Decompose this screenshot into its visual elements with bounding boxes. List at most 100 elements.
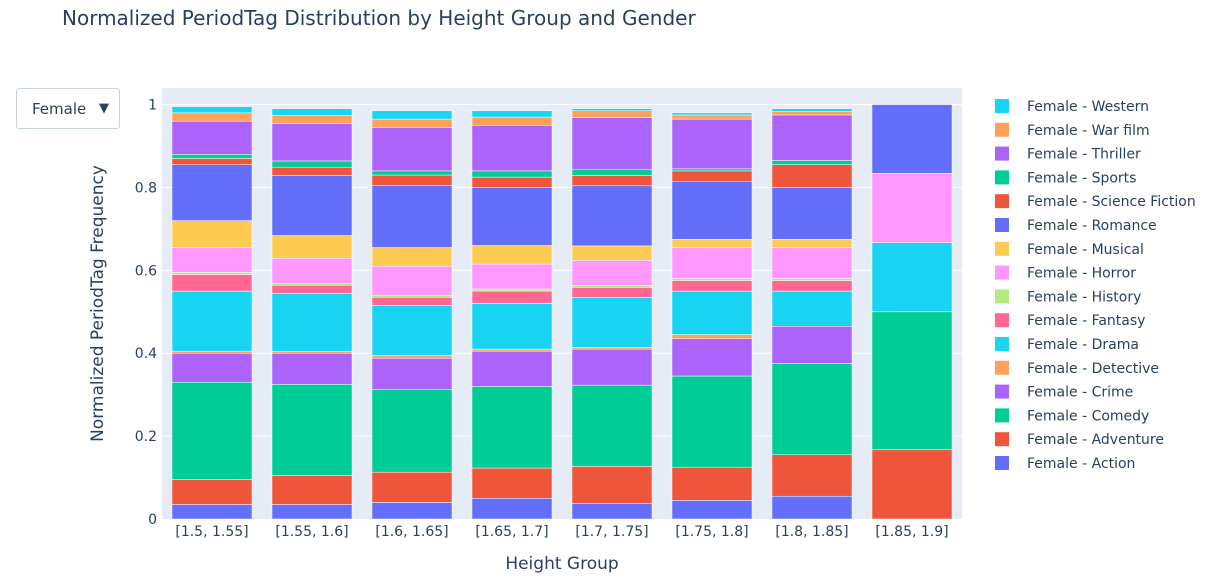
bar-segment: [571, 110, 653, 118]
legend-swatch: [995, 194, 1009, 209]
legend-item[interactable]: Female - Romance: [995, 218, 1157, 234]
legend-item[interactable]: Female - Detective: [995, 360, 1159, 377]
bar-segment: [771, 187, 853, 240]
legend-item[interactable]: Female - Crime: [995, 384, 1133, 401]
bar-segment: [471, 350, 553, 387]
bar-segment: [871, 311, 953, 451]
bar-segment: [671, 500, 753, 520]
legend-label: Female - Science Fiction: [1027, 194, 1196, 210]
bar-segment: [371, 471, 453, 503]
legend-item[interactable]: Female - Action: [995, 456, 1135, 472]
bar-segment: [571, 175, 653, 187]
bar-segment: [471, 110, 553, 118]
bar-segment: [471, 498, 553, 520]
bar-segment: [771, 495, 853, 520]
bar-segment: [871, 104, 953, 174]
bar-segment: [471, 290, 553, 304]
bar-segment: [471, 303, 553, 350]
legend-item[interactable]: Female - History: [995, 289, 1141, 305]
bar-segment: [171, 381, 253, 480]
legend-item[interactable]: Female - Drama: [995, 337, 1139, 353]
legend-item[interactable]: Female - Horror: [995, 265, 1136, 282]
bar-segment: [671, 290, 753, 335]
y-tick-label: 1: [148, 98, 157, 114]
legend-swatch: [995, 122, 1009, 137]
bar-segment: [671, 278, 753, 281]
bar-segment: [371, 305, 453, 356]
legend-swatch: [995, 265, 1009, 280]
bar-segment: [371, 294, 453, 298]
bar-segment: [571, 260, 653, 286]
bar-segment: [771, 290, 853, 327]
legend-item[interactable]: Female - War film: [995, 122, 1150, 139]
bar-segment: [571, 108, 653, 112]
bar-segment: [371, 357, 453, 390]
legend-swatch: [995, 289, 1009, 304]
bar-segment: [171, 164, 253, 221]
bar-segment: [271, 293, 353, 352]
bar-segment: [571, 168, 653, 176]
legend-swatch: [995, 241, 1009, 256]
y-tick-label: 0: [148, 512, 157, 528]
bar-segment: [271, 475, 353, 505]
bar-segment: [471, 170, 553, 178]
x-tick-label: [1.8, 1.85]: [775, 524, 848, 540]
bar-segment: [571, 297, 653, 348]
bar-segment: [171, 350, 253, 354]
bar-segment: [471, 245, 553, 265]
bar-segment: [171, 479, 253, 505]
bar-segment: [171, 158, 253, 165]
bar-segment: [571, 348, 653, 386]
bar-segment: [571, 285, 653, 288]
bar-segment: [571, 245, 653, 261]
bar-segment: [571, 287, 653, 298]
bar-segment: [171, 154, 253, 159]
legend-item[interactable]: Female - Musical: [995, 241, 1144, 258]
bar-segment: [371, 118, 453, 128]
legend-label: Female - Adventure: [1027, 432, 1164, 448]
legend-item[interactable]: Female - Science Fiction: [995, 194, 1196, 210]
bar-segment: [771, 164, 853, 188]
legend-label: Female - Fantasy: [1027, 313, 1145, 329]
legend-item[interactable]: Female - Western: [995, 99, 1149, 115]
bar-segment: [271, 282, 353, 286]
bar-segment: [171, 112, 253, 122]
gender-dropdown[interactable]: Female ▼: [16, 88, 120, 129]
bar-segment: [171, 120, 253, 155]
legend-item[interactable]: Female - Sports: [995, 170, 1136, 186]
x-tick-labels: [1.5, 1.55] [1.55, 1.6] [1.6, 1.65] [1.65, …: [175, 524, 948, 540]
legend-item[interactable]: Female - Fantasy: [995, 313, 1145, 329]
bar-segment: [571, 185, 653, 247]
bar-segment: [271, 108, 353, 116]
bar-segment: [771, 280, 853, 292]
legend-swatch: [995, 218, 1009, 232]
x-tick-label: [1.65, 1.7]: [475, 524, 548, 540]
bar-segment: [671, 239, 753, 248]
bar-segment: [471, 348, 553, 352]
legend-item[interactable]: Female - Comedy: [995, 408, 1149, 424]
bar-segment: [471, 176, 553, 188]
x-tick-label: [1.5, 1.55]: [175, 524, 248, 540]
bar-segment: [371, 174, 453, 186]
legend-label: Female - War film: [1027, 123, 1150, 139]
legend-label: Female - Thriller: [1027, 147, 1141, 163]
bar-segment: [771, 108, 853, 112]
bar-segment: [771, 111, 853, 116]
bar-segment: [271, 258, 353, 284]
dropdown-selected-value: Female: [32, 100, 87, 118]
legend-swatch: [995, 360, 1009, 375]
legend-swatch: [995, 384, 1009, 399]
bar-segment: [471, 263, 553, 290]
legend-swatch: [995, 432, 1009, 447]
legend-item[interactable]: Female - Thriller: [995, 146, 1141, 163]
bar-segment: [171, 352, 253, 383]
bar-segment: [271, 235, 353, 259]
bar-segment: [371, 355, 453, 359]
legend-item[interactable]: Female - Adventure: [995, 432, 1164, 448]
bar-segment: [271, 160, 353, 168]
legend-label: Female - Musical: [1027, 242, 1144, 258]
bar-segment: [271, 504, 353, 520]
bar-segment: [371, 265, 453, 296]
legend-label: Female - History: [1027, 289, 1141, 305]
